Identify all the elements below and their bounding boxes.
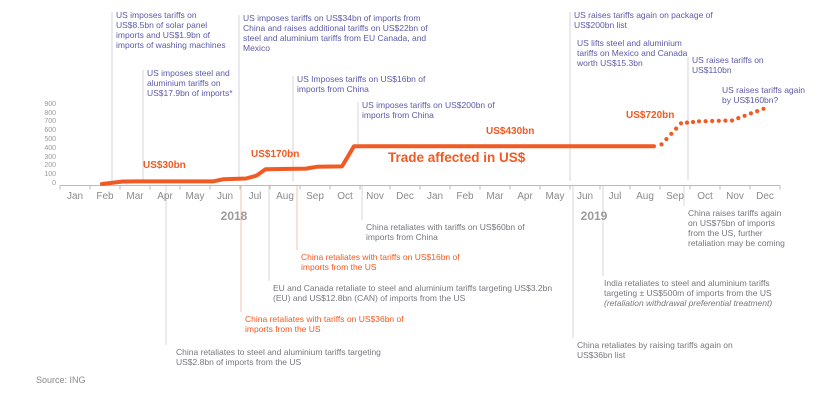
month-label: Nov <box>366 191 384 202</box>
trade-affected-line <box>100 144 656 186</box>
month-label: Jun <box>216 191 234 202</box>
value-label-170bn: US$170bn <box>251 149 300 160</box>
trade-expected-dot <box>690 119 696 125</box>
y-axis-tick-label: 500 <box>44 136 56 143</box>
month-label: Aug <box>276 191 294 202</box>
y-axis-tick-label: 200 <box>44 162 56 170</box>
y-axis-tick-label: 900 <box>44 100 56 108</box>
trade-expected-dot <box>664 137 669 142</box>
month-label: Mar <box>126 191 144 202</box>
annotation-china-2-8bn: China retaliates to steel and aluminium … <box>176 347 381 368</box>
annotation-us-110bn: US raises tariffs on US$110bn <box>692 55 764 76</box>
trade-expected-dot <box>674 126 679 131</box>
trade-expected-dot <box>723 118 728 123</box>
y-axis-tick-label: 100 <box>44 171 56 179</box>
trade-expected-dot <box>742 113 747 118</box>
year-label-2018: 2018 <box>220 209 248 223</box>
annotation-china-60bn: China retaliates with tariffs on US$60bn… <box>366 222 525 243</box>
month-label: Sep <box>306 191 324 202</box>
month-label: Jan <box>66 191 84 202</box>
month-label: Jul <box>608 191 622 202</box>
month-label: Oct <box>337 191 353 202</box>
month-label: Dec <box>396 191 414 202</box>
trade-expected-dot <box>669 131 674 136</box>
trade-expected-dot <box>716 118 721 123</box>
annotation-us-16bn: US Imposes tariffs on US$16bn of imports… <box>297 74 426 95</box>
month-label: Mar <box>486 191 504 202</box>
month-label: Sep <box>666 191 684 202</box>
annotation-india-italic: (retaliation withdrawal preferential tre… <box>604 298 773 309</box>
month-label: Oct <box>697 191 713 202</box>
annotation-china-36bn: China retaliates with tariffs on US$36bn… <box>245 314 404 335</box>
month-label: Apr <box>517 191 533 202</box>
trade-expected-dot <box>703 119 708 124</box>
annotation-us-160bn: US raises tariffs again by US$160bn? <box>722 85 805 106</box>
annotation-us-lifts-tariffs: US lifts steel and aluminium tariffs on … <box>577 38 688 69</box>
trade-expected-dot <box>755 109 760 114</box>
y-axis-tick-label: 700 <box>44 118 56 126</box>
trade-expected-dot <box>761 106 766 111</box>
annotation-china-36bn-list: China retaliates by raising tariffs agai… <box>577 340 733 361</box>
y-axis-tick-label: 800 <box>44 109 56 117</box>
month-label: Nov <box>726 191 744 202</box>
month-label: Jul <box>248 191 262 202</box>
y-axis-tick-label: 0 <box>52 180 56 187</box>
y-axis-tick-label: 400 <box>44 144 56 152</box>
month-label: Jan <box>426 191 444 202</box>
annotation-india-500m: India retaliates to steel and aluminium … <box>604 278 786 308</box>
trade-expected-dot <box>696 119 702 124</box>
value-label-430bn: US$430bn <box>486 126 535 137</box>
month-label: May <box>545 191 565 202</box>
trade-expected-dot <box>659 142 664 147</box>
annotation-us-steel-aluminium: US imposes steel and aluminium tariffs o… <box>147 68 233 99</box>
annotation-us-solar-washing: US imposes tariffs on US$8.5bn of solar … <box>116 10 226 51</box>
annotation-china-16bn: China retaliates with tariffs on US$16bn… <box>301 252 460 273</box>
value-label-30bn: US$30bn <box>143 160 186 171</box>
trade-expected-dot <box>736 116 741 121</box>
month-label: May <box>185 191 205 202</box>
month-label: Feb <box>96 191 114 202</box>
trade-expected-dot <box>748 111 754 116</box>
source-credit: Source: ING <box>36 375 86 385</box>
y-axis-tick-label: 600 <box>44 127 56 135</box>
month-label: Feb <box>456 191 474 202</box>
trade-expected-dot <box>710 118 715 124</box>
annotation-us-34bn: US imposes tariffs on US$34bn of imports… <box>243 13 428 54</box>
annotation-us-200bn: US imposes tariffs on US$200bn of import… <box>362 100 495 121</box>
month-label: Apr <box>157 191 173 202</box>
month-label: Dec <box>756 191 774 202</box>
annotation-china-75bn: China raises tariffs again on US$75bn of… <box>688 208 785 249</box>
trade-expected-dot <box>729 118 735 123</box>
chart-title: Trade affected in US$ <box>388 150 526 165</box>
annotation-eu-canada: EU and Canada retaliate to steel and alu… <box>273 283 553 304</box>
trade-expected-dot <box>678 121 684 126</box>
trade-expected-dot <box>684 120 690 125</box>
month-label: Jun <box>576 191 594 202</box>
year-label-2019: 2019 <box>580 209 608 223</box>
annotation-india-text: India retaliates to steel and aluminium … <box>604 278 772 299</box>
value-label-720bn: US$720bn <box>626 110 675 121</box>
y-axis-tick-label: 300 <box>44 153 56 161</box>
month-label: Aug <box>636 191 654 202</box>
annotation-us-raises-200bn: US raises tariffs again on package of US… <box>574 10 713 31</box>
